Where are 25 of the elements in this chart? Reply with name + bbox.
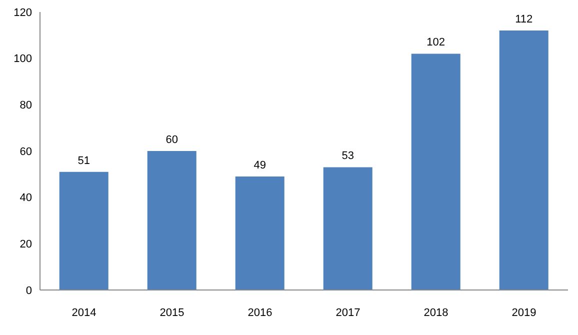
data-label: 60 (166, 134, 178, 146)
bar (59, 172, 108, 290)
y-tick-label: 80 (20, 100, 32, 112)
x-tick-label: 2015 (160, 306, 184, 319)
y-tick-label: 40 (20, 192, 32, 204)
y-tick-label: 60 (20, 146, 32, 158)
x-tick-label: 2014 (72, 306, 96, 319)
x-tick-label: 2018 (424, 306, 448, 319)
x-tick-label: 2019 (512, 306, 536, 319)
bar (323, 167, 372, 290)
y-tick-label: 0 (26, 284, 32, 297)
bar (411, 54, 460, 290)
x-tick-label: 2017 (336, 306, 360, 319)
data-label: 112 (515, 14, 533, 26)
bar (235, 176, 284, 290)
data-label: 53 (342, 150, 354, 162)
data-label: 102 (426, 36, 446, 49)
data-label: 51 (78, 154, 90, 167)
y-tick-label: 20 (20, 238, 32, 251)
bar (147, 151, 196, 290)
x-tick-label: 2016 (248, 306, 272, 319)
y-tick-label: 100 (14, 53, 32, 66)
data-label: 49 (254, 159, 266, 172)
bar (499, 30, 548, 290)
y-tick-label: 120 (14, 6, 32, 19)
